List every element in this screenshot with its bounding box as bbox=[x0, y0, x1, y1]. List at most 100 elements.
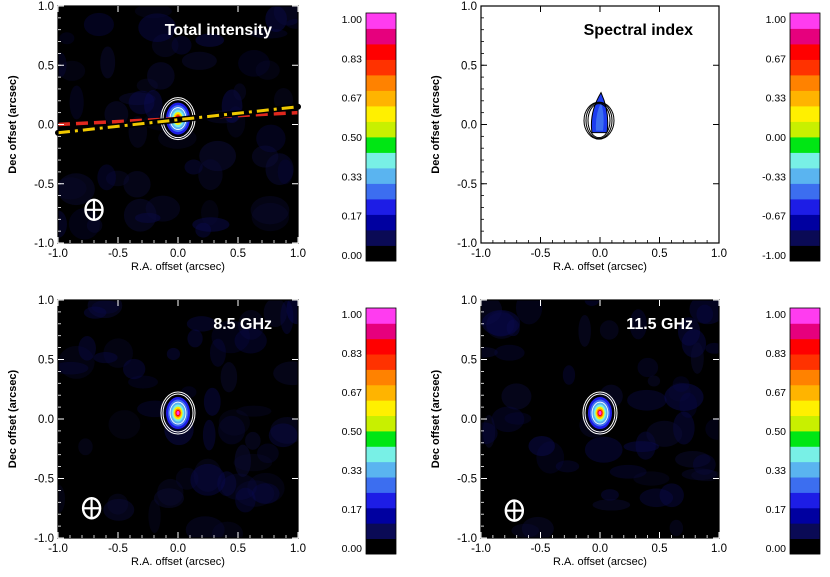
colorbar-tick-label: 0.50 bbox=[766, 426, 787, 438]
noise-blob bbox=[635, 431, 656, 460]
colorbar-tick-label: 1.00 bbox=[766, 309, 787, 321]
colorbar-tick-label: 0.83 bbox=[766, 348, 787, 360]
colorbar-swatch bbox=[366, 507, 396, 524]
colorbar-swatch bbox=[790, 354, 820, 370]
contour bbox=[584, 393, 616, 433]
noise-blob bbox=[482, 414, 496, 448]
noise-blob bbox=[153, 488, 185, 508]
colorbar-swatch bbox=[790, 199, 820, 215]
colorbar-tick-label: 0.33 bbox=[342, 171, 363, 183]
noise-blob bbox=[184, 159, 203, 175]
noise-blob bbox=[58, 484, 66, 514]
noise-blob bbox=[157, 478, 184, 506]
colorbar-swatch bbox=[366, 446, 396, 463]
noise-blob bbox=[211, 320, 251, 354]
colorbar-tick-label: 0.67 bbox=[342, 387, 363, 399]
noise-blob bbox=[100, 46, 116, 79]
noise-blob bbox=[123, 358, 146, 380]
noise-blob bbox=[211, 521, 244, 538]
noise-blob bbox=[256, 124, 286, 153]
noise-blob bbox=[190, 463, 226, 496]
noise-blob bbox=[286, 18, 298, 29]
noise-blob bbox=[68, 208, 101, 240]
y-tick-label: 0.5 bbox=[38, 355, 54, 367]
noise-blob bbox=[86, 217, 103, 233]
colorbar-swatch bbox=[790, 538, 820, 555]
noise-blob bbox=[689, 300, 719, 325]
y-tick-label: 0.5 bbox=[461, 355, 477, 367]
noise-blob bbox=[151, 33, 179, 58]
noise-blob bbox=[83, 12, 114, 37]
colorbar-tick-label: 0.83 bbox=[342, 348, 363, 360]
colorbar-tick-label: -0.67 bbox=[762, 211, 786, 223]
noise-blob bbox=[198, 159, 223, 191]
x-tick-label: 1.0 bbox=[290, 248, 306, 260]
noise-blob bbox=[494, 344, 525, 361]
colorbar-swatch bbox=[790, 523, 820, 540]
colorbar-swatch bbox=[790, 75, 820, 91]
colorbar-swatch bbox=[366, 369, 396, 386]
x-tick-label: 0.5 bbox=[230, 248, 246, 260]
jet-line-dashed bbox=[57, 110, 299, 127]
noise-blob bbox=[58, 177, 87, 200]
colorbar-swatch bbox=[366, 90, 396, 107]
colorbar-swatch bbox=[366, 400, 396, 417]
noise-blob bbox=[220, 362, 238, 393]
colorbar: 1.00 0.67 0.33 0.00 -0.33 -0.67 -1.00 bbox=[762, 12, 821, 262]
colorbar-swatch bbox=[790, 446, 820, 463]
noise-blob bbox=[263, 300, 288, 328]
x-tick-label: 0.0 bbox=[170, 248, 186, 260]
y-tick-label: 0.0 bbox=[461, 120, 477, 132]
noise-blob bbox=[105, 170, 130, 187]
colorbar-swatch bbox=[790, 183, 820, 200]
colorbar-swatch bbox=[790, 90, 820, 107]
y-tick-label: 0.0 bbox=[38, 414, 54, 426]
noise-blob bbox=[562, 365, 576, 385]
noise-blob bbox=[234, 444, 252, 477]
x-tick-label: 1.0 bbox=[711, 543, 727, 555]
noise-blob bbox=[664, 383, 704, 411]
x-tick-label: -1.0 bbox=[471, 248, 491, 260]
colorbar-tick-label: 0.50 bbox=[342, 426, 363, 438]
colorbar-tick-label: 1.00 bbox=[342, 309, 363, 321]
colorbar-swatch bbox=[790, 13, 820, 29]
noise-blob bbox=[609, 464, 647, 479]
noise-blob bbox=[200, 199, 219, 226]
noise-blob bbox=[128, 375, 158, 389]
noise-blob bbox=[245, 431, 261, 450]
noise-blob bbox=[202, 419, 216, 451]
noise-blob bbox=[286, 300, 298, 325]
y-axis-label: Dec offset (arcsec) bbox=[430, 75, 442, 174]
colorbar-swatch bbox=[366, 523, 396, 540]
noise-blob bbox=[629, 309, 647, 340]
noise-blob bbox=[600, 489, 619, 501]
colorbar-tick-label: 0.50 bbox=[342, 132, 363, 144]
noise-blob bbox=[58, 345, 95, 379]
x-tick-label: 1.0 bbox=[290, 543, 306, 555]
colorbar-swatch bbox=[366, 168, 396, 184]
noise-blob bbox=[599, 320, 619, 340]
noise-blob bbox=[251, 145, 279, 168]
noise-blob bbox=[481, 422, 498, 445]
panel-title: Total intensity bbox=[165, 22, 272, 39]
colorbar-swatch bbox=[366, 323, 396, 340]
panel-3: -1.0 -0.5 0.0 0.5 1.0 -1.0 -0.5 0.0 0.5 1.0 R.A. o… bbox=[7, 295, 397, 568]
y-tick-label: -0.5 bbox=[34, 474, 54, 486]
noise-blob bbox=[144, 90, 163, 120]
colorbar-frame bbox=[789, 307, 821, 555]
y-tick-label: -1.0 bbox=[457, 238, 477, 250]
noise-blob bbox=[236, 405, 272, 417]
noise-blob bbox=[646, 420, 683, 447]
noise-blob bbox=[265, 6, 287, 32]
noise-blob bbox=[257, 443, 279, 464]
noise-blob bbox=[58, 173, 95, 206]
intensity-level bbox=[176, 411, 180, 416]
colorbar-swatch bbox=[790, 338, 820, 355]
noise-blob bbox=[78, 336, 96, 361]
colorbar: 1.00 0.83 0.67 0.50 0.33 0.17 0.00 bbox=[342, 307, 397, 555]
colorbar-tick-label: 0.00 bbox=[766, 543, 787, 555]
noise-blob bbox=[128, 90, 155, 115]
colorbar-tick-label: 0.33 bbox=[766, 93, 787, 105]
source-spectral-index bbox=[583, 91, 615, 140]
